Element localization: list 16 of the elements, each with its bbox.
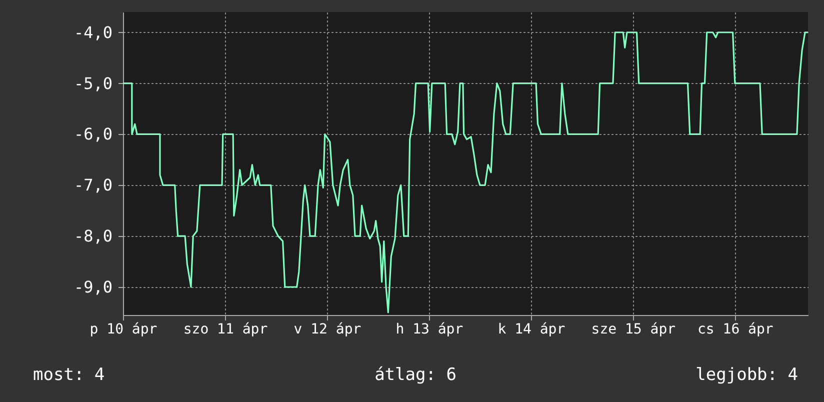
x-tick-label: k 14 ápr	[498, 322, 566, 338]
y-tick-label: -5,0	[74, 74, 112, 93]
x-tick-label: cs 16 ápr	[697, 322, 774, 338]
y-tick-label: -6,0	[74, 124, 112, 144]
text: most: 4	[33, 365, 105, 385]
y-tick-label: -4,0	[74, 22, 112, 42]
text: legjobb: 4	[696, 365, 798, 385]
x-tick-label: v 12 ápr	[294, 322, 362, 338]
text: átlag: 6	[374, 365, 456, 385]
x-tick-label: h 13 ápr	[396, 322, 464, 338]
y-tick-label: -7,0	[74, 176, 112, 195]
x-tick-label: sze 15 ápr	[591, 322, 676, 338]
y-tick-label: -9,0	[74, 277, 112, 296]
x-tick-label: szo 11 ápr	[183, 322, 268, 338]
x-tick-label: p 10 ápr	[90, 322, 158, 338]
y-tick-label: -8,0	[74, 226, 112, 246]
